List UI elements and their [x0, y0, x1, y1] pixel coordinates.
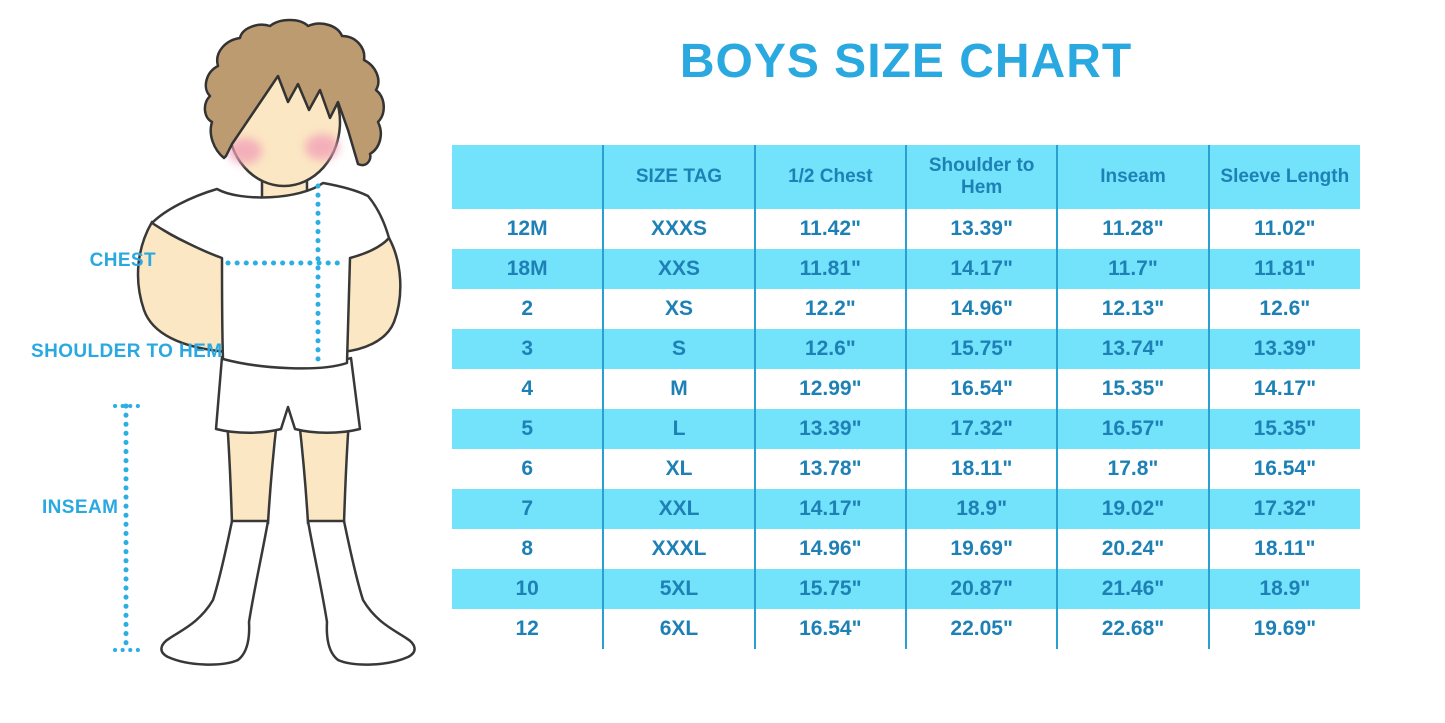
boy-cheek-right	[305, 134, 339, 160]
cell-size: 7	[521, 497, 533, 520]
cell-shoulder-to-hem: 17.32"	[904, 409, 1058, 449]
cell-half-chest: 13.39"	[753, 409, 906, 449]
cell-half-chest: 12.99"	[753, 369, 906, 409]
cell-inseam: 22.68"	[1056, 609, 1209, 649]
boy-hair	[203, 18, 385, 167]
cell-size-tag: L	[602, 409, 755, 449]
cell-size-tag: XS	[602, 289, 755, 329]
cell-shoulder-to-hem: 22.05"	[904, 609, 1058, 649]
cell-inseam: 16.57"	[1056, 409, 1209, 449]
header-cell-size-tag: SIZE TAG	[602, 145, 755, 209]
size-table: SIZE TAG 1/2 Chest Shoulder to Hem Insea…	[452, 145, 1360, 649]
cell-half-chest: 13.78"	[753, 449, 906, 489]
cell-size: 6	[521, 457, 533, 480]
cell-sleeve-length: 13.39"	[1207, 329, 1360, 369]
size-table-container: SIZE TAG 1/2 Chest Shoulder to Hem Insea…	[452, 145, 1360, 649]
cell-shoulder-to-hem: 16.54"	[904, 369, 1058, 409]
cell-shoulder-to-hem: 19.69"	[904, 529, 1058, 569]
cell-half-chest: 14.17"	[753, 489, 906, 529]
cell-sleeve-length: 18.11"	[1207, 529, 1360, 569]
cell-size: 10	[515, 577, 539, 600]
table-row: 5 L 13.39" 17.32" 16.57" 15.35"	[452, 409, 1360, 449]
header-cell-inseam: Inseam	[1056, 145, 1209, 209]
cell-inseam: 12.13"	[1056, 289, 1209, 329]
inseam-label: INSEAM	[42, 497, 119, 518]
cell-size-tag: M	[602, 369, 755, 409]
cell-size: 12	[515, 617, 539, 640]
cell-half-chest: 16.54"	[753, 609, 906, 649]
cell-size-tag: XL	[602, 449, 755, 489]
table-row: 12M XXXS 11.42" 13.39" 11.28" 11.02"	[452, 209, 1360, 249]
cell-inseam: 21.46"	[1056, 569, 1209, 609]
cell-shoulder-to-hem: 14.96"	[904, 289, 1058, 329]
cell-shoulder-to-hem: 18.11"	[904, 449, 1058, 489]
cell-shoulder-to-hem: 13.39"	[904, 209, 1058, 249]
boy-right-sock	[306, 519, 416, 666]
cell-sleeve-length: 14.17"	[1207, 369, 1360, 409]
cell-inseam: 11.7"	[1056, 249, 1209, 289]
boy-left-leg	[225, 418, 279, 525]
boy-right-leg	[297, 418, 351, 525]
cell-inseam: 13.74"	[1056, 329, 1209, 369]
cell-half-chest: 14.96"	[753, 529, 906, 569]
cell-sleeve-length: 16.54"	[1207, 449, 1360, 489]
table-row: 6 XL 13.78" 18.11" 17.8" 16.54"	[452, 449, 1360, 489]
page-title: BOYS SIZE CHART	[679, 35, 1133, 88]
cell-size-tag: XXXL	[602, 529, 755, 569]
shoulder-to-hem-label: SHOULDER TO HEM	[31, 341, 223, 362]
cell-size: 3	[521, 337, 533, 360]
cell-shoulder-to-hem: 18.9"	[904, 489, 1058, 529]
cell-half-chest: 12.6"	[753, 329, 906, 369]
table-row: 4 M 12.99" 16.54" 15.35" 14.17"	[452, 369, 1360, 409]
cell-size: 4	[521, 377, 533, 400]
cell-half-chest: 15.75"	[753, 569, 906, 609]
header-cell-half-chest: 1/2 Chest	[753, 145, 906, 209]
cell-half-chest: 11.81"	[753, 249, 906, 289]
cell-sleeve-length: 15.35"	[1207, 409, 1360, 449]
cell-size: 5	[521, 417, 533, 440]
cell-size-tag: 5XL	[602, 569, 755, 609]
chest-label: CHEST	[89, 250, 156, 271]
cell-size-tag: XXXS	[602, 209, 755, 249]
cell-size-tag: XXL	[602, 489, 755, 529]
boy-cheek-left	[228, 138, 262, 164]
cell-shoulder-to-hem: 20.87"	[904, 569, 1058, 609]
cell-size: 2	[521, 297, 533, 320]
cell-inseam: 15.35"	[1056, 369, 1209, 409]
cell-half-chest: 11.42"	[753, 209, 906, 249]
cell-inseam: 17.8"	[1056, 449, 1209, 489]
cell-sleeve-length: 19.69"	[1207, 609, 1360, 649]
boy-measurement-illustration	[113, 18, 416, 666]
header-cell-size	[452, 145, 603, 209]
cell-size-tag: XXS	[602, 249, 755, 289]
cell-sleeve-length: 18.9"	[1207, 569, 1360, 609]
boy-shirt	[150, 181, 391, 370]
header-cell-shoulder-to-hem: Shoulder to Hem	[904, 145, 1058, 209]
cell-size: 8	[521, 537, 533, 560]
cell-sleeve-length: 17.32"	[1207, 489, 1360, 529]
cell-size: 12M	[506, 217, 548, 240]
table-row: 12 6XL 16.54" 22.05" 22.68" 19.69"	[452, 609, 1360, 649]
cell-shoulder-to-hem: 15.75"	[904, 329, 1058, 369]
cell-size-tag: S	[602, 329, 755, 369]
cell-sleeve-length: 11.02"	[1207, 209, 1360, 249]
cell-sleeve-length: 12.6"	[1207, 289, 1360, 329]
cell-size-tag: 6XL	[602, 609, 755, 649]
table-row: 3 S 12.6" 15.75" 13.74" 13.39"	[452, 329, 1360, 369]
cell-size: 18M	[506, 257, 548, 280]
table-row: 10 5XL 15.75" 20.87" 21.46" 18.9"	[452, 569, 1360, 609]
cell-inseam: 11.28"	[1056, 209, 1209, 249]
cell-inseam: 20.24"	[1056, 529, 1209, 569]
table-row: 7 XXL 14.17" 18.9" 19.02" 17.32"	[452, 489, 1360, 529]
table-header-row: SIZE TAG 1/2 Chest Shoulder to Hem Insea…	[452, 145, 1360, 209]
table-row: 18M XXS 11.81" 14.17" 11.7" 11.81"	[452, 249, 1360, 289]
cell-inseam: 19.02"	[1056, 489, 1209, 529]
boy-left-sock	[160, 519, 270, 666]
cell-half-chest: 12.2"	[753, 289, 906, 329]
cell-shoulder-to-hem: 14.17"	[904, 249, 1058, 289]
table-row: 2 XS 12.2" 14.96" 12.13" 12.6"	[452, 289, 1360, 329]
header-cell-sleeve-length: Sleeve Length	[1207, 145, 1360, 209]
cell-sleeve-length: 11.81"	[1207, 249, 1360, 289]
table-row: 8 XXXL 14.96" 19.69" 20.24" 18.11"	[452, 529, 1360, 569]
